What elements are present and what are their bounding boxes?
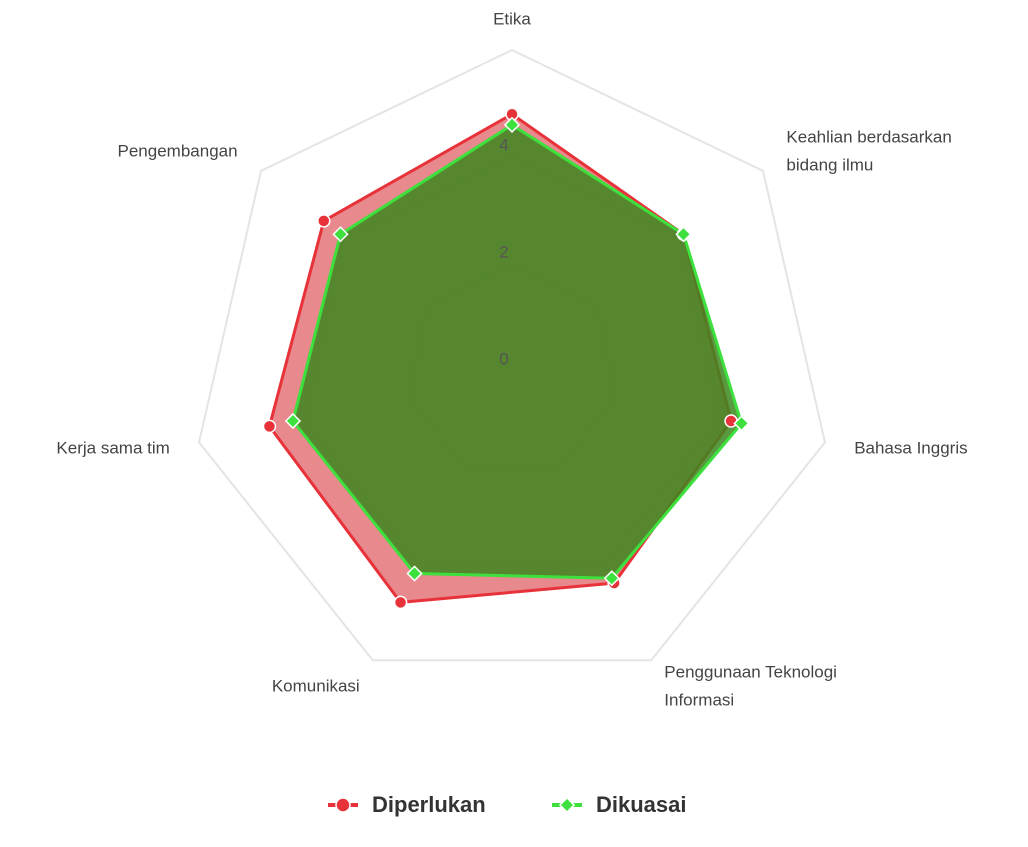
legend-label: Diperlukan (372, 792, 486, 817)
category-label: Kerja sama tim (56, 439, 169, 458)
point (603, 570, 620, 587)
point (733, 415, 750, 432)
tick-label: 0 (499, 349, 508, 368)
category-label: bidang ilmu (786, 156, 873, 175)
point (332, 226, 349, 243)
series-area (291, 123, 743, 580)
category-label: Pengembangan (118, 142, 238, 161)
category-label: Komunikasi (272, 677, 360, 696)
point (675, 226, 692, 243)
legend-label: Dikuasai (596, 792, 687, 817)
tick-label: 4 (499, 135, 508, 154)
category-label: Bahasa Inggris (854, 439, 967, 458)
point (317, 214, 331, 228)
point (503, 116, 521, 134)
point (393, 595, 408, 610)
point (284, 412, 302, 430)
point (406, 565, 423, 582)
legend-marker (335, 797, 351, 813)
point (262, 419, 277, 434)
legend-marker (558, 796, 576, 814)
category-label: Keahlian berdasarkan (786, 128, 951, 147)
category-label: Penggunaan Teknologi (664, 663, 837, 682)
outer-ring (197, 48, 827, 662)
category-label: Etika (493, 9, 531, 28)
category-label: Informasi (664, 691, 734, 710)
tick-label: 2 (499, 242, 508, 261)
